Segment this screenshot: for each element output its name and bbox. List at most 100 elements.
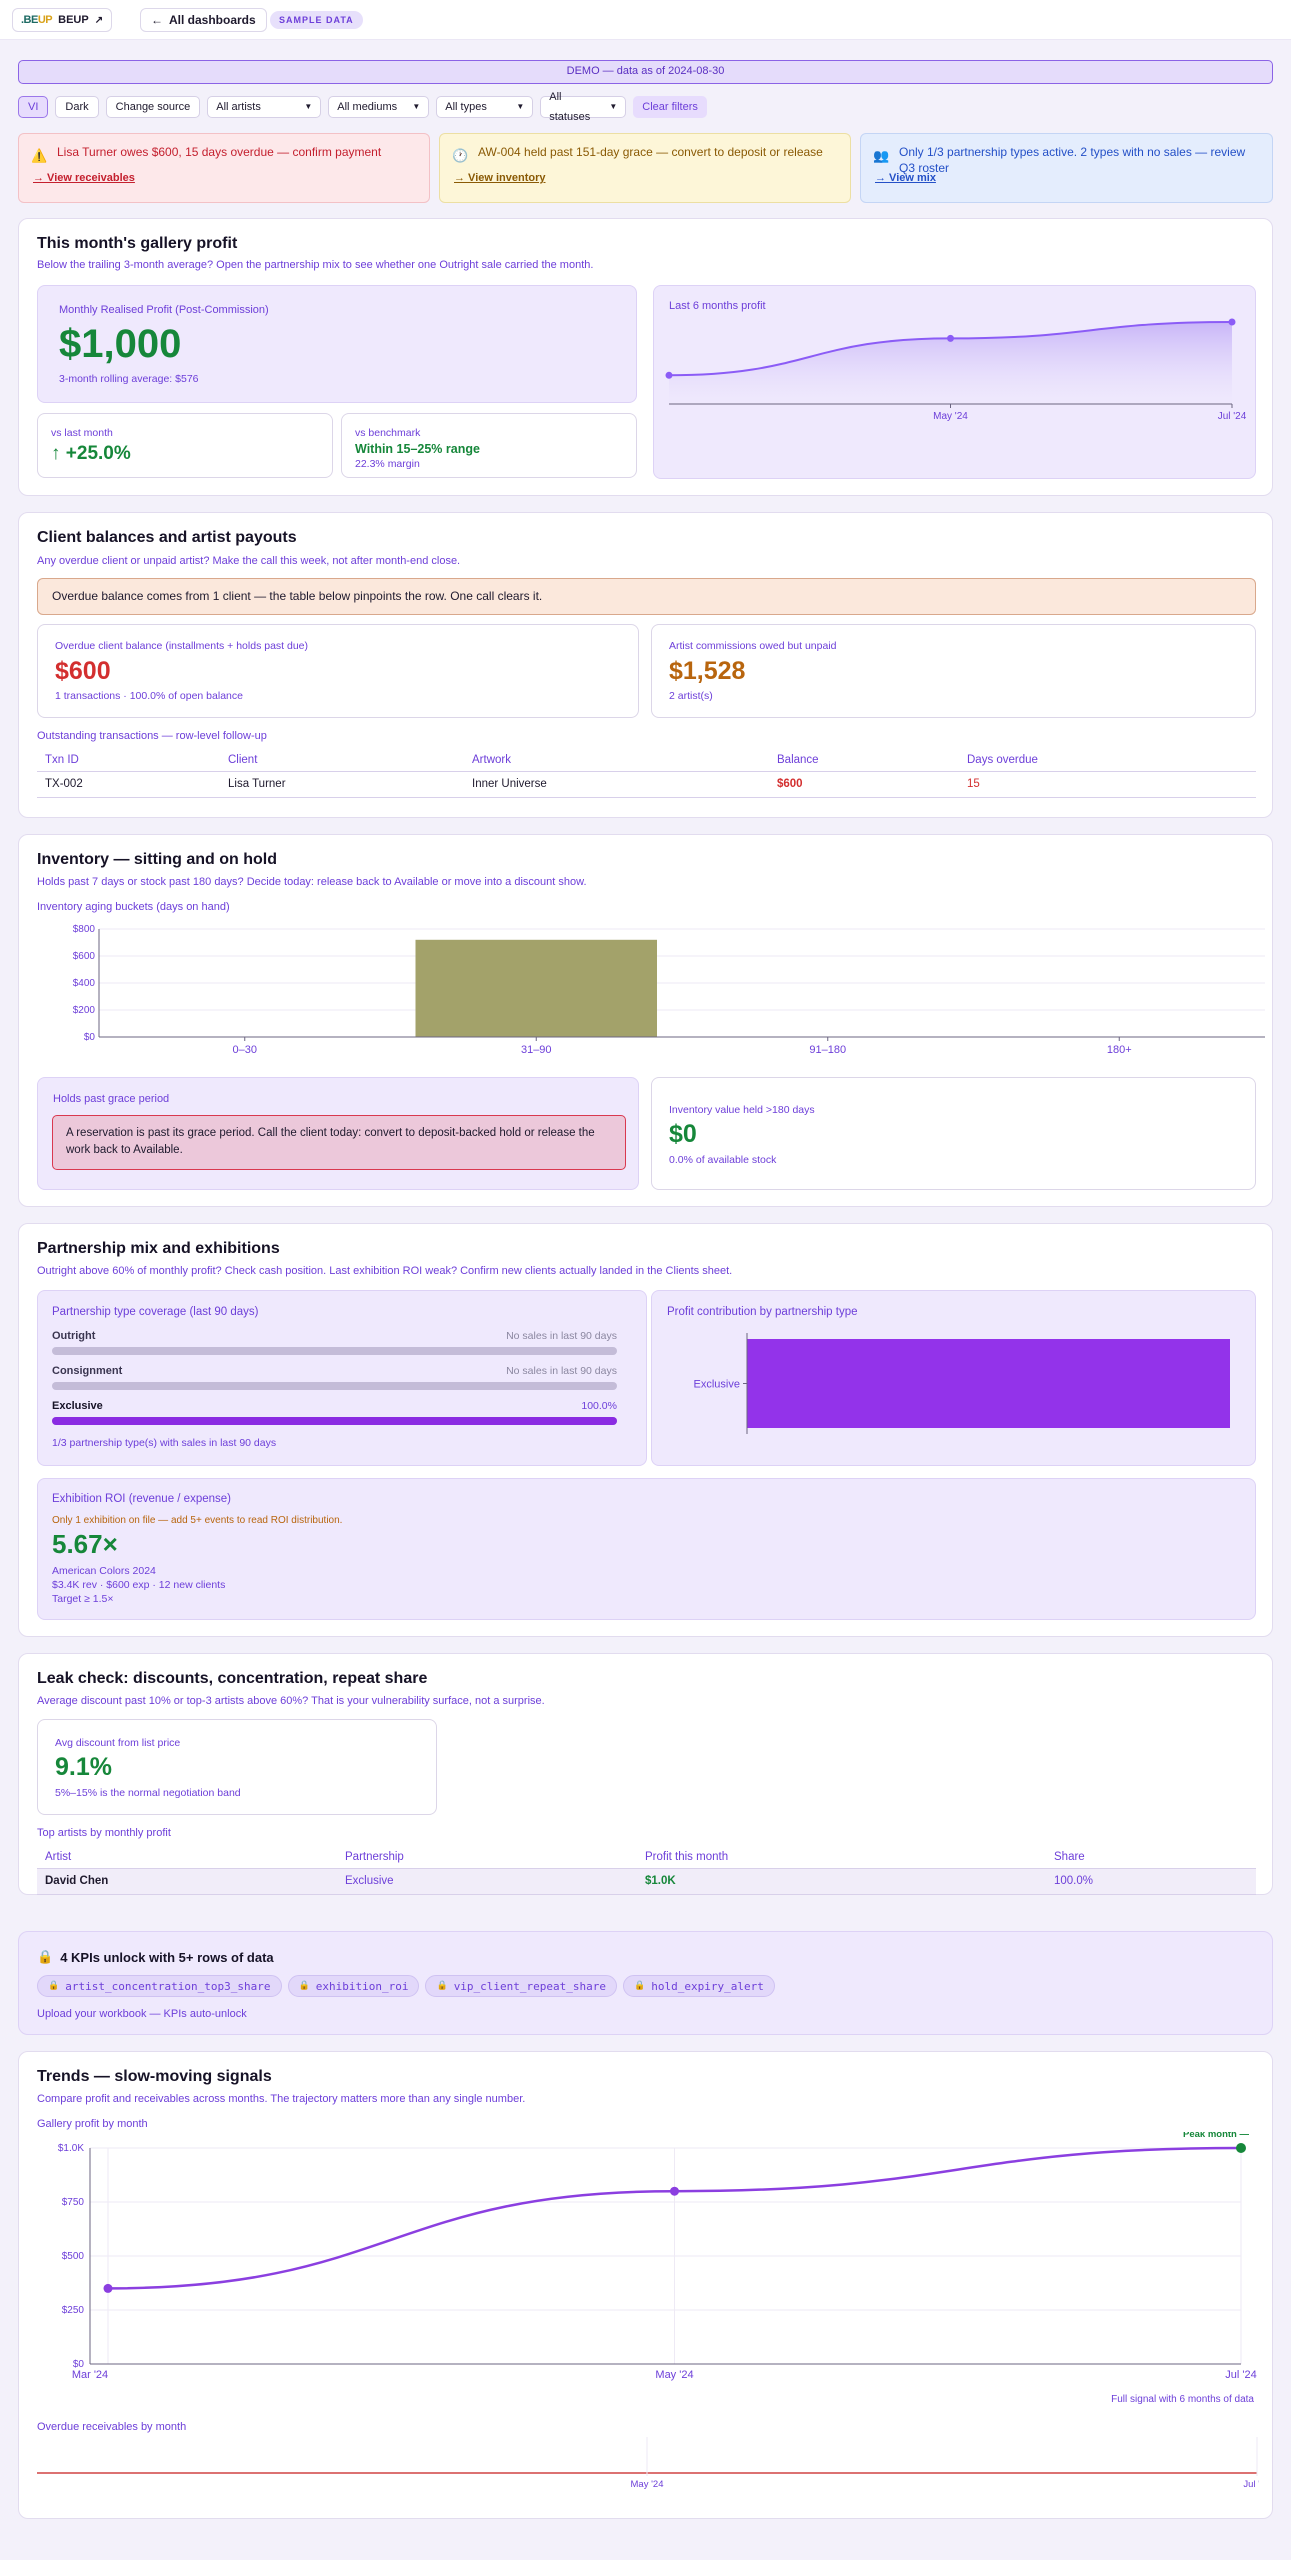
partnership-card: Partnership mix and exhibitions Outright…: [18, 1223, 1273, 1637]
tick-label: Jul '24: [1218, 411, 1247, 422]
days-overdue: 15: [959, 771, 1256, 798]
arrow-left-icon: ←: [151, 13, 163, 27]
kpi-value: $1,000: [59, 322, 182, 366]
partnership-type: Exclusive: [337, 1868, 637, 1895]
peak-label: Peak month —: [1183, 2132, 1249, 2140]
y-tick-label: $500: [62, 2251, 85, 2262]
sparkline-point: [665, 371, 673, 379]
section-subtitle: Below the trailing 3-month average? Open…: [37, 259, 594, 271]
table-title: Outstanding transactions — row-level fol…: [37, 730, 267, 742]
chart-title: Gallery profit by month: [37, 2118, 148, 2130]
section-subtitle: Average discount past 10% or top-3 artis…: [37, 1695, 545, 1707]
roi-value: 5.67×: [52, 1529, 118, 1559]
all-dashboards-label: All dashboards: [169, 13, 256, 27]
locked-kpis-card: 🔒 4 KPIs unlock with 5+ rows of data 🔒 ar…: [18, 1931, 1273, 2035]
types-select[interactable]: All types ▼: [436, 96, 534, 118]
holds-alert: A reservation is past its grace period. …: [52, 1115, 626, 1170]
chevron-down-icon: ▼: [304, 102, 313, 111]
view-receivables-link[interactable]: → View receivables: [33, 172, 135, 184]
chevron-down-icon: ▼: [609, 102, 618, 111]
table-row[interactable]: TX-002 Lisa Turner Inner Universe $600 1…: [37, 771, 1256, 798]
x-tick-label: 31–90: [521, 1044, 552, 1056]
kpi-vs-benchmark: vs benchmark Within 15–25% range 22.3% m…: [341, 413, 637, 478]
statuses-select[interactable]: All statuses ▼: [540, 91, 627, 123]
balance-value: $600: [769, 771, 959, 798]
lock-icon: 🔒: [37, 1949, 54, 1964]
locked-kpi-chip[interactable]: 🔒 artist_concentration_top3_share: [37, 1975, 282, 1997]
column-header: Client: [220, 749, 464, 772]
artists-select[interactable]: All artists ▼: [207, 96, 322, 118]
clear-filters-button[interactable]: Clear filters: [633, 96, 707, 118]
alert-message: Only 1/3 partnership types active. 2 typ…: [899, 145, 1246, 175]
artwork-name: Inner Universe: [464, 771, 769, 798]
profit-point: [670, 2186, 679, 2196]
locked-footer: Upload your workbook — KPIs auto-unlock: [37, 2008, 247, 2020]
locked-kpi-chip[interactable]: 🔒 vip_client_repeat_share: [425, 1975, 618, 1997]
lock-icon: 🔒: [436, 1981, 448, 1991]
change-source-button[interactable]: Change source: [105, 96, 201, 118]
x-tick-label: Mar '24: [72, 2369, 108, 2381]
panel-title: Holds past grace period: [53, 1093, 170, 1105]
brand-logo: .BEUP: [21, 14, 53, 26]
alert-message: AW-004 held past 151-day grace — convert…: [478, 145, 823, 159]
peak-point: [1236, 2143, 1246, 2153]
overdue-banner: Overdue balance comes from 1 client — th…: [37, 578, 1256, 615]
txn-id: TX-002: [37, 771, 220, 798]
chart-footnote: Full signal with 6 months of data: [1111, 2394, 1254, 2405]
external-link-icon: ↗: [94, 14, 104, 26]
view-mix-link[interactable]: → View mix: [875, 172, 936, 184]
inventory-card: Inventory — sitting and on hold Holds pa…: [18, 834, 1273, 1207]
type-status: No sales in last 90 days: [506, 1365, 617, 1377]
brand-link[interactable]: .BEUP BEUP ↗: [12, 8, 113, 32]
view-inventory-link[interactable]: → View inventory: [454, 172, 546, 184]
trends-card: Trends — slow-moving signals Compare pro…: [18, 2051, 1273, 2519]
sample-data-badge: SAMPLE DATA: [270, 11, 363, 29]
table-row[interactable]: David Chen Exclusive $1.0K 100.0%: [37, 1868, 1256, 1895]
table-title: Top artists by monthly profit: [37, 1827, 171, 1839]
locked-kpi-chip[interactable]: 🔒 hold_expiry_alert: [623, 1975, 775, 1997]
coverage-panel: Partnership type coverage (last 90 days)…: [37, 1290, 647, 1466]
column-header: Profit this month: [637, 1846, 1046, 1869]
clock-icon: 🕐: [452, 148, 469, 163]
x-tick-label: 0–30: [233, 1044, 257, 1056]
balances-card: Client balances and artist payouts Any o…: [18, 512, 1273, 818]
gallery-profit-chart: $0 $250 $500 $750 $1.0K Mar '24 May '24 Jul '24…: [58, 2132, 1257, 2381]
column-header: Share: [1046, 1846, 1256, 1869]
y-tick-label: $0: [73, 2359, 85, 2370]
people-icon: 👥: [873, 148, 890, 163]
kpi-label: Inventory value held >180 days: [669, 1104, 815, 1116]
mediums-select[interactable]: All mediums ▼: [328, 96, 430, 118]
top-bar: .BEUP BEUP ↗ ← All dashboards SAMPLE DAT…: [0, 0, 1291, 40]
kpi-value: $0: [669, 1120, 697, 1148]
chart-title: Inventory aging buckets (days on hand): [37, 901, 230, 913]
artist-name: David Chen: [37, 1868, 337, 1895]
column-header: Txn ID: [37, 749, 220, 772]
type-name: Consignment: [52, 1365, 123, 1377]
panel-title: Partnership type coverage (last 90 days): [52, 1306, 259, 1318]
locked-kpi-chip[interactable]: 🔒 exhibition_roi: [287, 1975, 420, 1997]
x-tick-label: 91–180: [809, 1044, 846, 1056]
roi-exhibition-name: American Colors 2024: [52, 1565, 156, 1577]
kpi-avg-discount: Avg discount from list price 9.1% 5%–15%…: [37, 1719, 437, 1815]
x-tick-label: May '24: [631, 2479, 664, 2490]
kpi-overdue-balance: Overdue client balance (installments + h…: [37, 624, 639, 718]
outstanding-table: Txn ID Client Artwork Balance Days overd…: [37, 749, 1256, 798]
theme-toggle[interactable]: Dark: [55, 96, 99, 118]
kpi-sub: 5%–15% is the normal negotiation band: [55, 1787, 241, 1799]
kpi-value: 9.1%: [55, 1753, 112, 1781]
kpi-label: vs benchmark: [355, 427, 421, 439]
sparkline-panel: Last 6 months profit May '24 Jul '24: [653, 285, 1256, 479]
kpi-aged-inventory: Inventory value held >180 days $0 0.0% o…: [651, 1077, 1256, 1190]
lock-icon: 🔒: [634, 1981, 646, 1991]
column-header: Artwork: [464, 749, 769, 772]
language-toggle[interactable]: VI: [18, 96, 49, 118]
profit-card: This month's gallery profit Below the tr…: [18, 218, 1273, 496]
section-subtitle: Compare profit and receivables across mo…: [37, 2093, 526, 2105]
type-status: No sales in last 90 days: [506, 1330, 617, 1342]
y-tick-label: Exclusive: [694, 1379, 740, 1391]
alert-inventory: 🕐 AW-004 held past 151-day grace — conve…: [439, 133, 851, 203]
warning-icon: ⚠️: [31, 148, 48, 163]
kpi-label: Avg discount from list price: [55, 1737, 181, 1749]
contribution-panel: Profit contribution by partnership type …: [651, 1290, 1256, 1466]
all-dashboards-button[interactable]: ← All dashboards: [140, 8, 267, 32]
